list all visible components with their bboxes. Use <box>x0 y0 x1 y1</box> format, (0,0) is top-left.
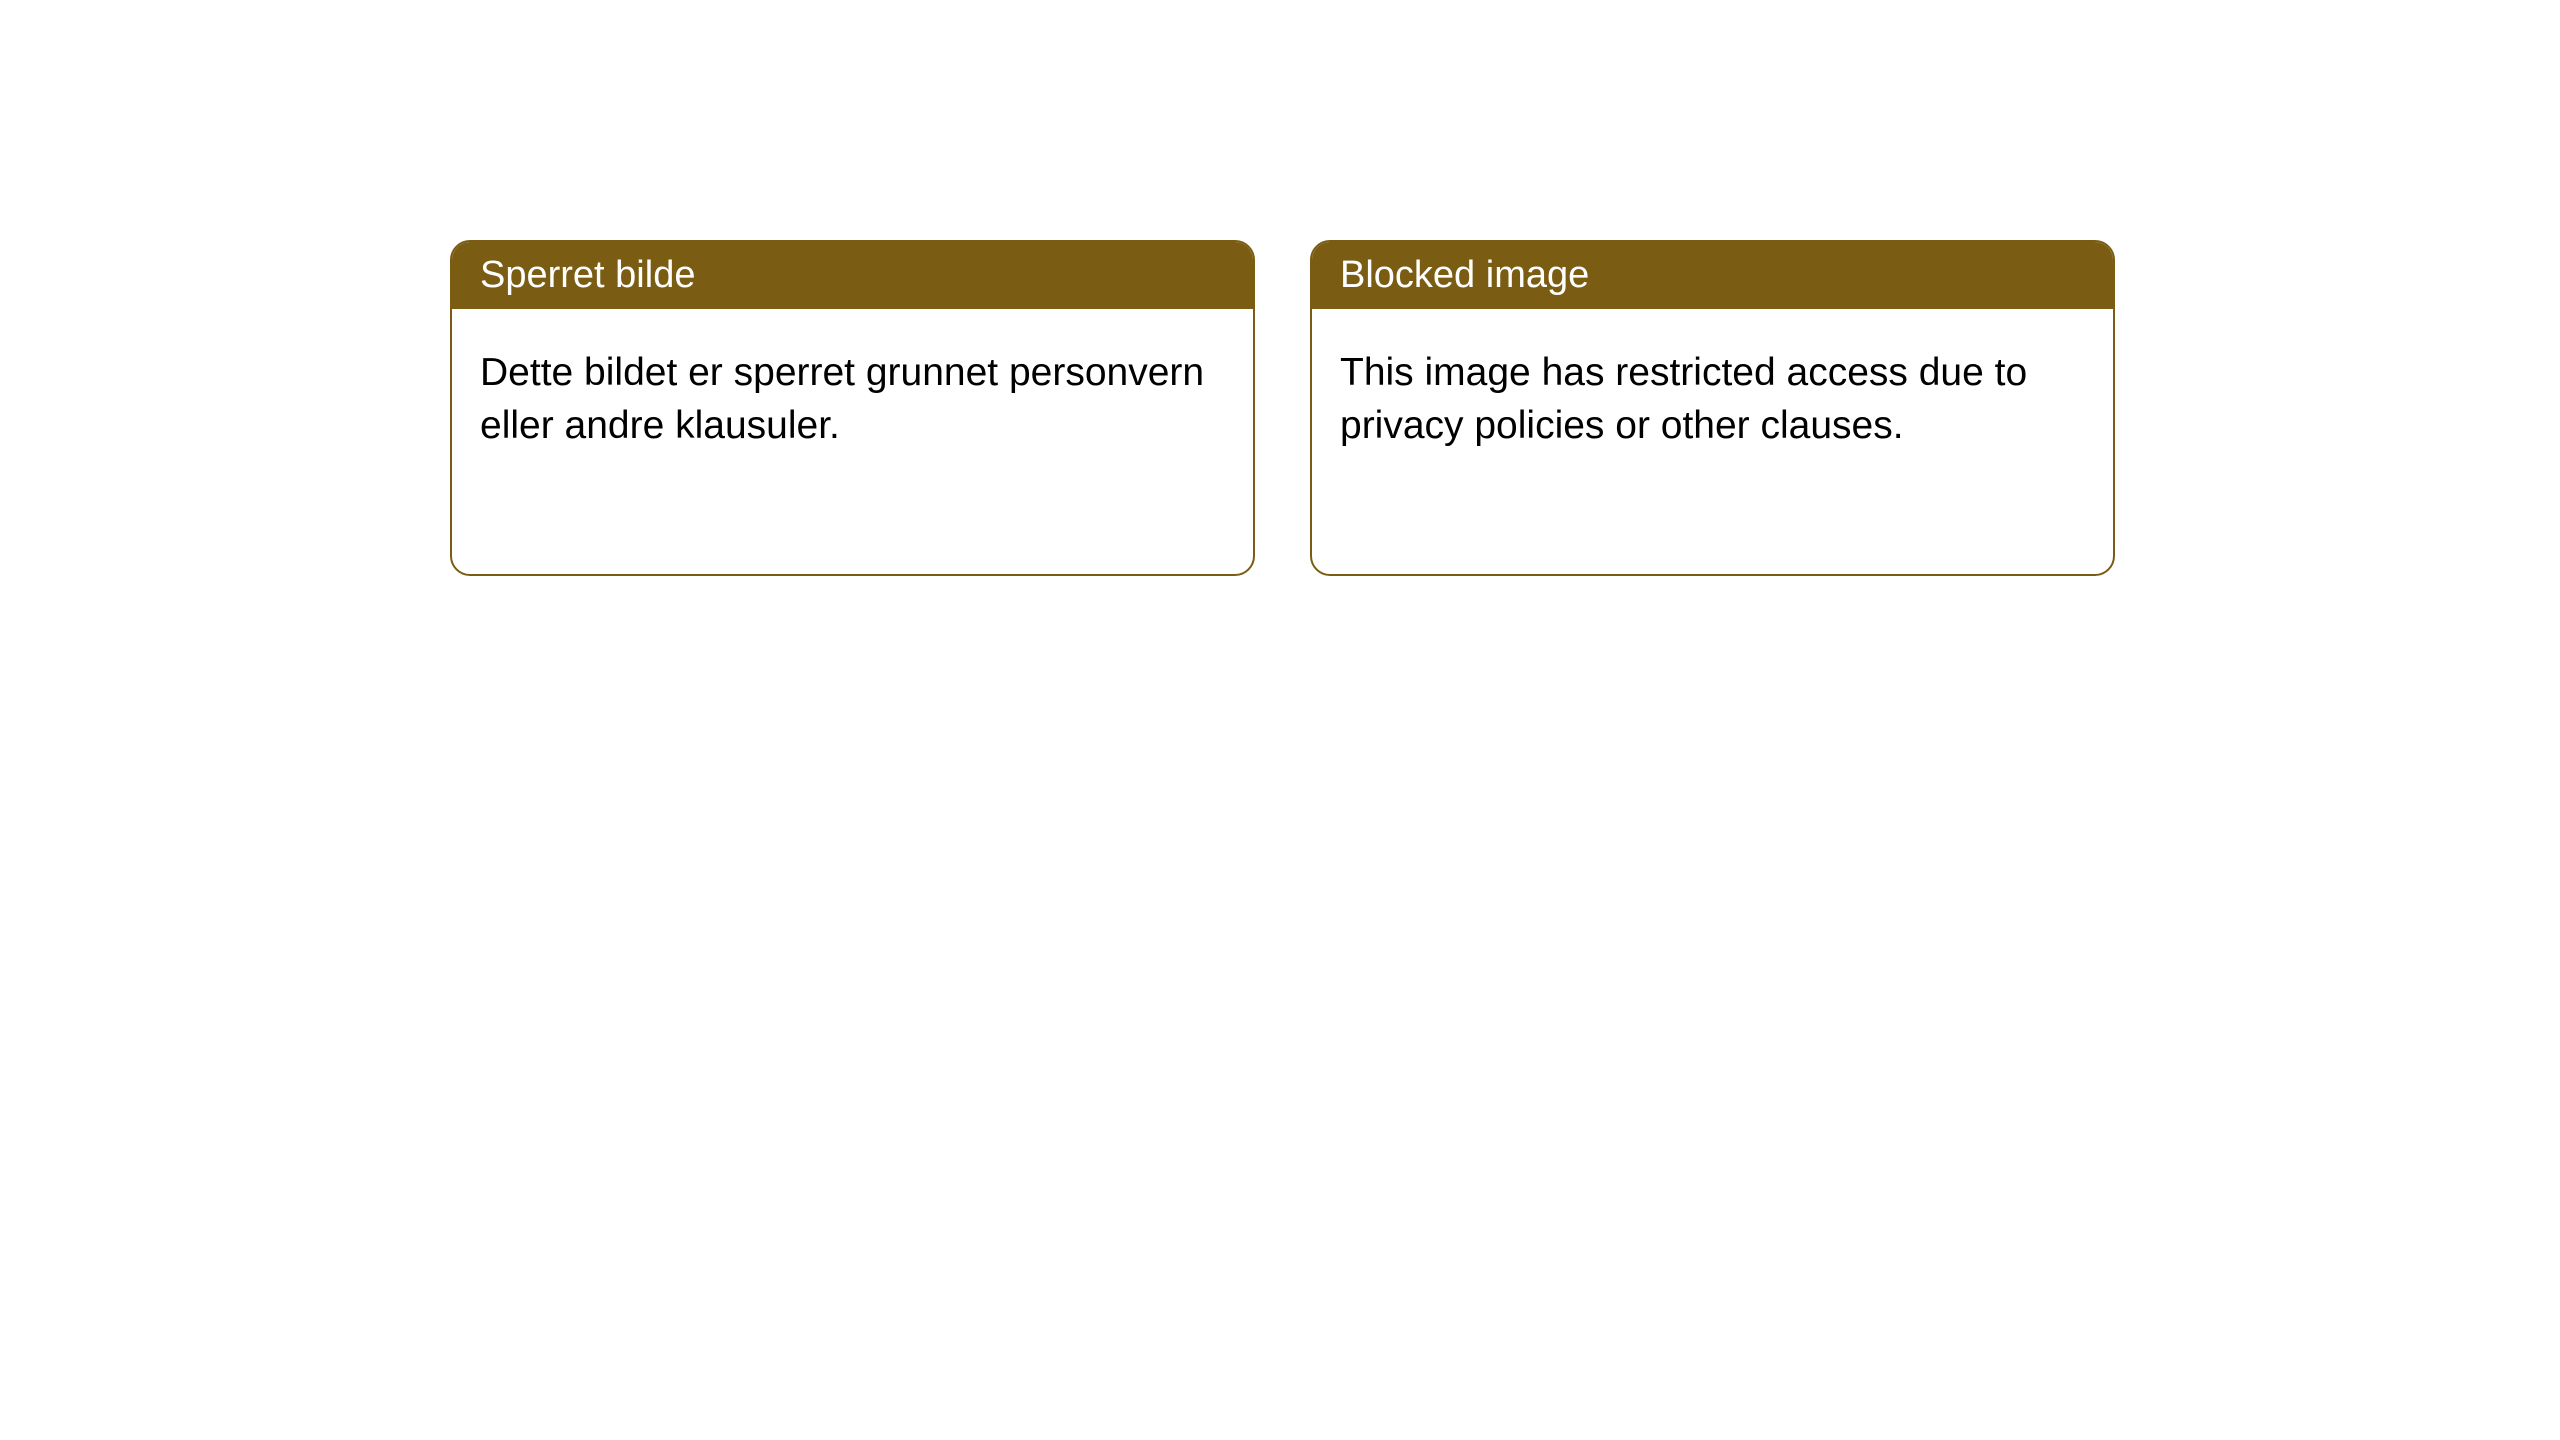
notice-title: Sperret bilde <box>452 242 1253 309</box>
notice-body: This image has restricted access due to … <box>1312 309 2113 490</box>
notice-container: Sperret bilde Dette bildet er sperret gr… <box>0 0 2560 576</box>
notice-body: Dette bildet er sperret grunnet personve… <box>452 309 1253 490</box>
notice-title: Blocked image <box>1312 242 2113 309</box>
notice-card-norwegian: Sperret bilde Dette bildet er sperret gr… <box>450 240 1255 576</box>
notice-card-english: Blocked image This image has restricted … <box>1310 240 2115 576</box>
